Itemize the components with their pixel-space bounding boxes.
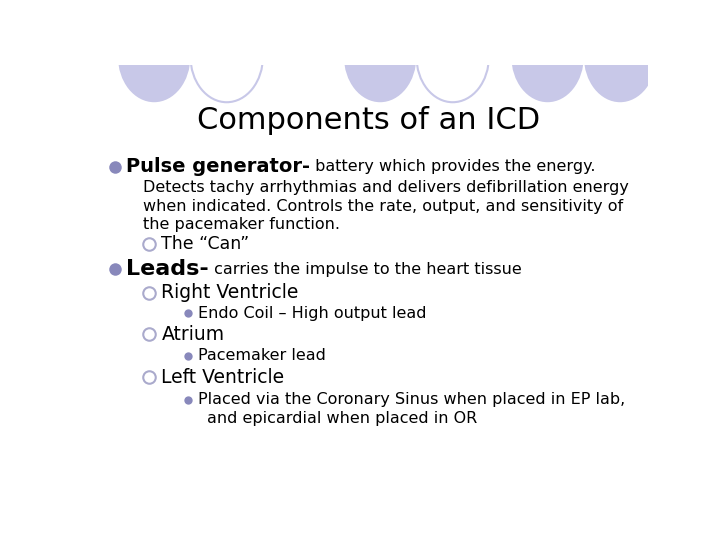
Text: and epicardial when placed in OR: and epicardial when placed in OR xyxy=(207,411,477,426)
Text: Pacemaker lead: Pacemaker lead xyxy=(198,348,325,363)
Text: Components of an ICD: Components of an ICD xyxy=(197,106,541,136)
Ellipse shape xyxy=(344,11,416,102)
Ellipse shape xyxy=(118,11,191,102)
Text: when indicated. Controls the rate, output, and sensitivity of: when indicated. Controls the rate, outpu… xyxy=(143,199,623,214)
Text: Placed via the Coronary Sinus when placed in EP lab,: Placed via the Coronary Sinus when place… xyxy=(198,392,625,407)
Text: Endo Coil – High output lead: Endo Coil – High output lead xyxy=(198,306,426,321)
Text: the pacemaker function.: the pacemaker function. xyxy=(143,218,340,232)
Text: Pulse generator-: Pulse generator- xyxy=(126,157,310,176)
Text: Leads-: Leads- xyxy=(126,259,209,279)
Text: carries the impulse to the heart tissue: carries the impulse to the heart tissue xyxy=(209,262,522,277)
Text: Right Ventricle: Right Ventricle xyxy=(161,283,299,302)
Text: Left Ventricle: Left Ventricle xyxy=(161,368,284,387)
Ellipse shape xyxy=(511,11,584,102)
Text: The “Can”: The “Can” xyxy=(161,235,250,253)
Ellipse shape xyxy=(584,11,657,102)
Text: battery which provides the energy.: battery which provides the energy. xyxy=(310,159,595,174)
Text: Detects tachy arrhythmias and delivers defibrillation energy: Detects tachy arrhythmias and delivers d… xyxy=(143,180,629,195)
Text: Atrium: Atrium xyxy=(161,325,225,344)
